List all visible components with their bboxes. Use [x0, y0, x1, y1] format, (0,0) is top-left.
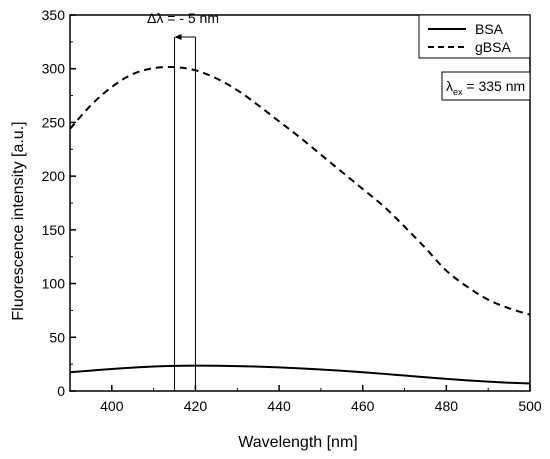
excitation-box	[441, 71, 531, 101]
y-tick-label: 150	[42, 222, 66, 238]
x-tick-label: 440	[267, 398, 291, 414]
series-line-bsa	[69, 364, 531, 385]
y-axis-label: Fluorescence intensity [a.u.]	[10, 121, 27, 320]
wavelength-shift-annotation: Δλ = - 5 nm	[147, 10, 219, 391]
x-tick-label: 420	[184, 398, 208, 414]
y-tick-label: 300	[42, 61, 66, 77]
legend-box	[418, 14, 531, 59]
excitation-subscript: ex	[453, 87, 463, 97]
y-tick-label: 350	[42, 7, 66, 23]
series-line-gbsa	[69, 65, 531, 316]
excitation-symbol: λ	[446, 78, 453, 94]
y-tick-label: 100	[42, 276, 66, 292]
x-tick-label: 480	[435, 398, 459, 414]
excitation-info: λex = 335 nm	[441, 71, 531, 101]
y-tick-label: 250	[42, 114, 66, 130]
x-tick-label: 460	[351, 398, 375, 414]
y-tick-label: 200	[42, 168, 66, 184]
legend-label-bsa: BSA	[475, 21, 504, 37]
x-tick-label: 500	[518, 398, 542, 414]
excitation-label: λex = 335 nm	[446, 78, 525, 97]
x-tick-label: 400	[100, 398, 124, 414]
shift-label: Δλ = - 5 nm	[147, 10, 219, 26]
shift-arrowhead	[174, 34, 182, 40]
x-axis-label: Wavelength [nm]	[238, 434, 357, 451]
axes: 400 420 440 460 480 500 0 50 100 150 200 250 300 350	[42, 7, 542, 414]
y-tick-label: 0	[57, 383, 65, 399]
excitation-value: = 335 nm	[463, 78, 526, 94]
plot-area	[69, 65, 531, 385]
legend-label-gbsa: gBSA	[475, 39, 511, 55]
legend: BSA gBSA	[418, 14, 531, 59]
y-tick-label: 50	[49, 329, 65, 345]
